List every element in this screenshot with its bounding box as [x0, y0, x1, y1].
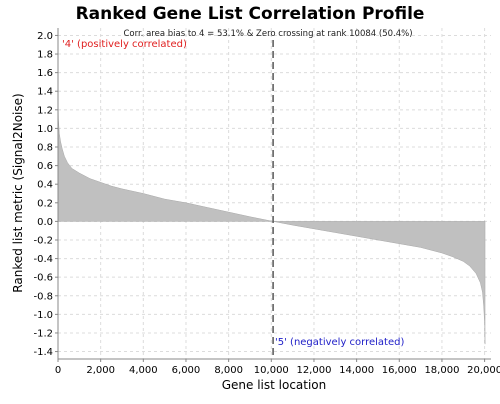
- x-tick-label: 0: [55, 365, 61, 376]
- y-tick-label: 1.0: [37, 124, 53, 135]
- y-tick-label: -0.4: [33, 254, 53, 265]
- x-tick-label: 20,000: [467, 365, 500, 376]
- x-tick-label: 4,000: [129, 365, 158, 376]
- y-axis-label: Ranked list metric (Signal2Noise): [11, 93, 25, 292]
- y-tick-label: -0.6: [33, 273, 53, 284]
- y-tick-label: 0.6: [37, 161, 53, 172]
- chart-subtitle: Corr. area bias to 4 = 53.1% & Zero cros…: [123, 29, 412, 39]
- y-tick-label: -1.4: [33, 347, 53, 358]
- x-tick-label: 6,000: [172, 365, 201, 376]
- y-tick-label: -1.0: [33, 310, 53, 321]
- series-area: [57, 95, 486, 345]
- y-tick-label: -0.8: [33, 291, 53, 302]
- grid-lines: [57, 28, 491, 359]
- x-tick-label: 8,000: [214, 365, 243, 376]
- y-tick-label: 1.6: [37, 68, 53, 79]
- positive-annotation: '4' (positively correlated): [62, 39, 187, 50]
- y-tick-label: 0.2: [37, 198, 53, 209]
- y-tick-label: -1.2: [33, 328, 53, 339]
- x-tick-label: 10,000: [254, 365, 289, 376]
- x-axis-label: Gene list location: [222, 378, 327, 392]
- x-tick-label: 16,000: [382, 365, 417, 376]
- y-tick-label: 1.8: [37, 50, 53, 61]
- y-tick-label: 1.2: [37, 105, 53, 116]
- y-tick-label: 0.8: [37, 143, 53, 154]
- y-tick-label: 2.0: [37, 31, 53, 42]
- y-tick-label: 0.4: [37, 180, 53, 191]
- x-axis-ticks: 0 2,000 4,000 6,000 8,000 10,000 12,000 14,000 1…: [55, 359, 500, 376]
- y-axis-ticks: 2.0 1.8 1.6 1.4 1.2 1.0 0.8 0.6 0.4 0.2 0.0 -0.2 -0.…: [33, 31, 58, 358]
- y-tick-label: 0.0: [37, 217, 53, 228]
- x-tick-label: 18,000: [424, 365, 459, 376]
- x-tick-label: 2,000: [86, 365, 115, 376]
- x-tick-label: 14,000: [339, 365, 374, 376]
- y-tick-label: 1.4: [37, 87, 53, 98]
- x-tick-label: 12,000: [296, 365, 331, 376]
- negative-annotation: '5' (negatively correlated): [275, 337, 404, 348]
- y-tick-label: -0.2: [33, 235, 53, 246]
- chart-title: Ranked Gene List Correlation Profile: [76, 4, 425, 24]
